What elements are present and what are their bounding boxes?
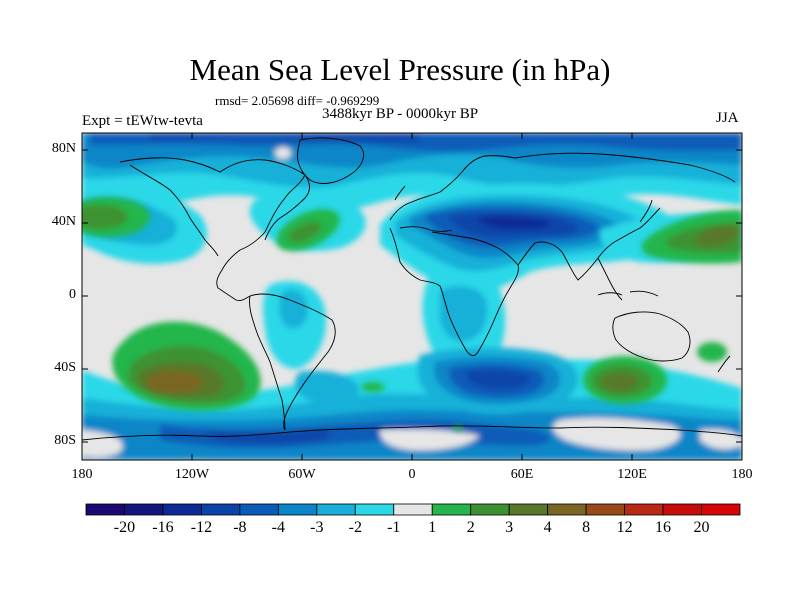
lon-tick-label: 120W [174, 467, 210, 482]
lat-tick-label: 80S [54, 433, 76, 448]
colorbar-swatch [124, 503, 164, 516]
colorbar-label: 20 [693, 519, 710, 536]
colorbar-swatch [162, 503, 202, 516]
colorbar-swatch [239, 503, 279, 516]
colorbar-swatch [585, 503, 625, 516]
colorbar-label: 2 [466, 519, 475, 536]
colorbar-swatch [624, 503, 664, 516]
map-title: Mean Sea Level Pressure (in hPa) [189, 52, 611, 87]
lat-tick-label: 80N [51, 141, 76, 156]
colorbar-swatch [316, 503, 356, 516]
colorbar-swatch [354, 503, 395, 516]
season-label: JJA [716, 110, 739, 126]
colorbar-swatch [85, 503, 125, 516]
colorbar-label: 4 [543, 519, 552, 536]
colorbar-label: -1 [387, 519, 401, 536]
time-period: 3488kyr BP - 0000kyr BP [322, 106, 479, 122]
rmsd-stats: rmsd= 2.05698 diff= -0.969299 [215, 93, 380, 108]
colorbar-swatch [201, 503, 241, 516]
colorbar-label: -3 [310, 519, 324, 536]
colorbar-swatch [470, 503, 510, 516]
colorbar-label: 12 [616, 519, 633, 536]
lon-tick-label: 180 [731, 467, 753, 482]
lat-tick-label: 40N [51, 214, 76, 229]
colorbar-label: -20 [113, 519, 136, 536]
experiment-label: Expt = tEWtw-tevta [82, 113, 203, 129]
positive-anomaly-highs [82, 197, 742, 431]
pressure-field [82, 133, 742, 460]
colorbar-swatch [547, 503, 587, 516]
colorbar-swatch [701, 503, 741, 516]
lon-tick-label: 60W [288, 467, 316, 482]
axis-ticks [81, 133, 743, 460]
colorbar-swatch [393, 503, 433, 516]
colorbar-label: -2 [348, 519, 362, 536]
colorbar-label: -4 [271, 519, 285, 536]
colorbar-label: 1 [428, 519, 437, 536]
lon-tick-label: 60E [510, 467, 534, 482]
lat-tick-label: 0 [69, 287, 76, 302]
coastlines [82, 137, 742, 441]
colorbar-swatch [277, 503, 318, 516]
colorbar-label: -16 [152, 519, 174, 536]
colorbar-label: 8 [582, 519, 591, 536]
colorbar [85, 503, 741, 516]
colorbar-label: -12 [190, 519, 213, 536]
lon-tick-label: 180 [71, 467, 93, 482]
colorbar-swatch [662, 503, 702, 516]
colorbar-label: 3 [505, 519, 514, 536]
lon-tick-label: 0 [408, 467, 416, 482]
colorbar-swatch [508, 503, 549, 516]
lon-tick-label: 120E [617, 467, 647, 482]
colorbar-swatch [431, 503, 472, 516]
colorbar-label: 16 [655, 519, 672, 536]
lat-tick-label: 40S [54, 360, 76, 375]
colorbar-label: -8 [233, 519, 247, 536]
